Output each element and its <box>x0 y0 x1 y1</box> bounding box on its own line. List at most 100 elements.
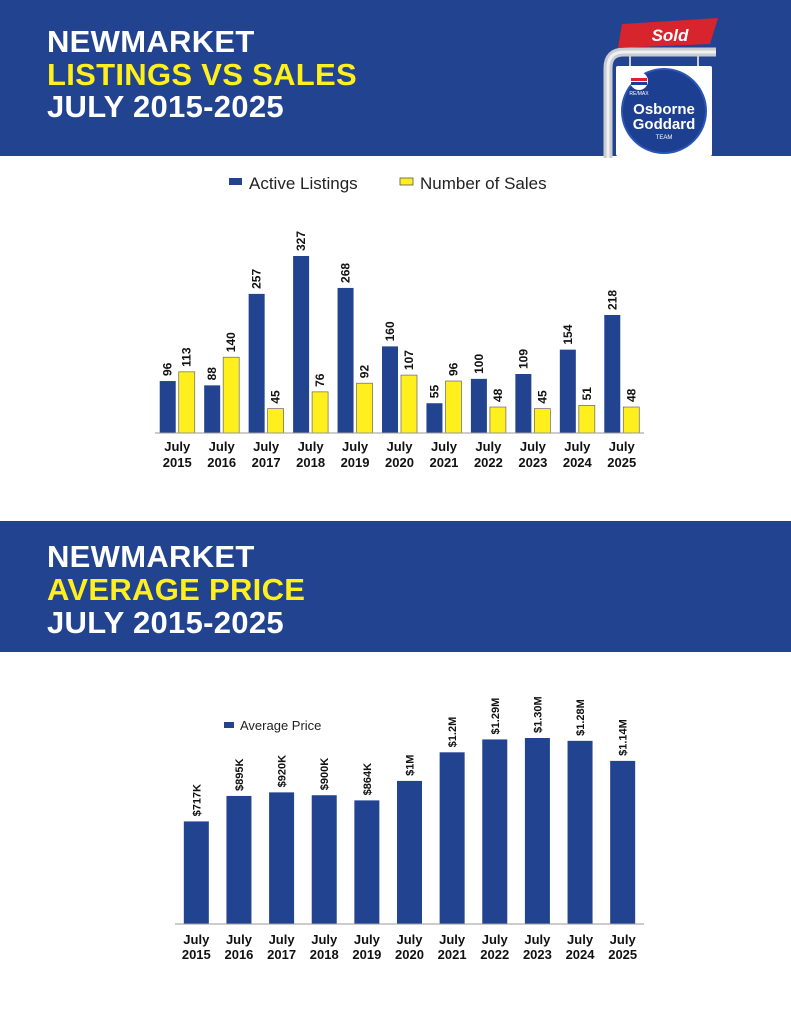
listings-bar-2016 <box>204 385 221 433</box>
price-value-2022: $1.29M <box>490 698 502 735</box>
x-tick-month-2016: July <box>209 439 236 454</box>
x-tick-month-2021: July <box>431 439 458 454</box>
sales-value-2018: 76 <box>313 373 327 387</box>
price-value-2023: $1.30M <box>532 696 544 733</box>
x-tick-year-2025: 2025 <box>608 947 637 962</box>
title-period: JULY 2015-2025 <box>47 89 284 124</box>
sales-bar-2024 <box>578 405 596 434</box>
sales-bar-2018 <box>311 391 329 434</box>
listings-bar-2024 <box>559 349 576 433</box>
x-tick-month-2015: July <box>164 439 191 454</box>
sales-bar-2019 <box>356 382 373 434</box>
x-tick-year-2025: 2025 <box>607 455 636 470</box>
sales-value-2021: 96 <box>446 362 460 376</box>
x-tick-month-2025: July <box>610 932 637 947</box>
x-tick-month-2017: July <box>253 439 280 454</box>
x-tick-month-2023: July <box>520 439 547 454</box>
header-banner-price: NEWMARKET AVERAGE PRICE JULY 2015-2025 <box>0 521 791 652</box>
x-tick-year-2016: 2016 <box>224 947 253 962</box>
legend-swatch-listings <box>229 178 242 185</box>
x-tick-month-2022: July <box>482 932 509 947</box>
price-value-2024: $1.28M <box>575 699 587 736</box>
x-tick-month-2022: July <box>475 439 502 454</box>
sales-value-2016: 140 <box>224 332 238 352</box>
average-price-chart: Average Price$717KJuly2015$895KJuly2016$… <box>175 696 644 962</box>
sales-value-2017: 45 <box>269 390 283 404</box>
x-tick-month-2018: July <box>298 439 325 454</box>
price-bar-2022 <box>482 739 508 924</box>
listings-value-2018: 327 <box>294 231 308 251</box>
sales-value-2020: 107 <box>402 350 416 370</box>
listings-bar-2019 <box>337 287 354 433</box>
x-tick-month-2020: July <box>386 439 413 454</box>
listings-vs-sales-chart: Active Listings Number of Sales96113July2… <box>155 174 644 470</box>
listings-value-2021: 55 <box>427 385 441 399</box>
listings-value-2017: 257 <box>250 269 264 289</box>
price-value-2020: $1M <box>405 755 417 776</box>
legend-label-average-price: Average Price <box>240 718 321 733</box>
legend-label-sales: Number of Sales <box>420 174 547 193</box>
x-tick-month-2021: July <box>439 932 466 947</box>
sales-value-2022: 48 <box>491 388 505 402</box>
x-tick-year-2019: 2019 <box>352 947 381 962</box>
sales-value-2019: 92 <box>358 365 372 379</box>
x-tick-year-2018: 2018 <box>296 455 325 470</box>
listings-value-2023: 109 <box>516 349 530 369</box>
sold-ribbon <box>618 18 718 48</box>
price-bar-2024 <box>567 740 593 924</box>
sales-value-2023: 45 <box>535 390 549 404</box>
x-tick-month-2017: July <box>269 932 296 947</box>
listings-bar-2015 <box>159 381 176 433</box>
title-city: NEWMARKET <box>47 24 255 59</box>
listings-bar-2023 <box>515 374 532 433</box>
x-tick-year-2024: 2024 <box>566 947 596 962</box>
sales-bar-2020 <box>400 374 418 434</box>
legend-swatch-average-price <box>224 722 234 728</box>
x-tick-year-2021: 2021 <box>429 455 458 470</box>
sales-bar-2015 <box>178 371 196 434</box>
x-tick-month-2018: July <box>311 932 338 947</box>
listings-value-2025: 218 <box>605 290 619 310</box>
x-tick-year-2023: 2023 <box>523 947 552 962</box>
price-value-2019: $864K <box>362 763 374 795</box>
x-tick-year-2018: 2018 <box>310 947 339 962</box>
x-tick-year-2023: 2023 <box>518 455 547 470</box>
price-bar-2025 <box>610 760 636 924</box>
listings-value-2019: 268 <box>339 263 353 283</box>
listings-bar-2018 <box>293 256 310 433</box>
sales-bar-2021 <box>445 380 462 434</box>
listings-value-2024: 154 <box>561 324 575 344</box>
title-topic: LISTINGS VS SALES <box>47 57 357 92</box>
x-tick-month-2016: July <box>226 932 253 947</box>
listings-value-2022: 100 <box>472 354 486 374</box>
listings-bar-2022 <box>470 378 487 433</box>
listings-bar-2025 <box>604 315 621 433</box>
x-tick-month-2023: July <box>524 932 551 947</box>
sales-value-2015: 113 <box>180 347 194 367</box>
price-value-2021: $1.2M <box>447 717 459 748</box>
legend-label-listings: Active Listings <box>249 174 358 193</box>
x-tick-year-2017: 2017 <box>252 455 281 470</box>
listings-value-2020: 160 <box>383 321 397 341</box>
x-tick-year-2022: 2022 <box>474 455 503 470</box>
sales-bar-2017 <box>267 408 284 434</box>
x-tick-year-2016: 2016 <box>207 455 236 470</box>
title-topic: AVERAGE PRICE <box>47 572 306 607</box>
x-tick-month-2020: July <box>396 932 423 947</box>
listings-bar-2020 <box>382 346 398 433</box>
x-tick-month-2024: July <box>567 932 594 947</box>
price-bar-2015 <box>183 821 209 924</box>
x-tick-year-2020: 2020 <box>395 947 424 962</box>
sales-bar-2016 <box>222 356 240 434</box>
logo-line-team: TEAM <box>656 135 673 141</box>
remax-text: RE/MAX <box>629 91 649 97</box>
x-tick-month-2025: July <box>609 439 636 454</box>
price-value-2015: $717K <box>191 784 203 816</box>
sales-bar-2022 <box>489 406 507 434</box>
price-bar-2018 <box>311 795 337 924</box>
sales-value-2024: 51 <box>580 387 594 401</box>
price-value-2018: $900K <box>319 758 331 790</box>
header-banner-listings: NEWMARKET LISTINGS VS SALES JULY 2015-20… <box>0 0 791 158</box>
team-badge <box>621 68 707 154</box>
x-tick-year-2017: 2017 <box>267 947 296 962</box>
